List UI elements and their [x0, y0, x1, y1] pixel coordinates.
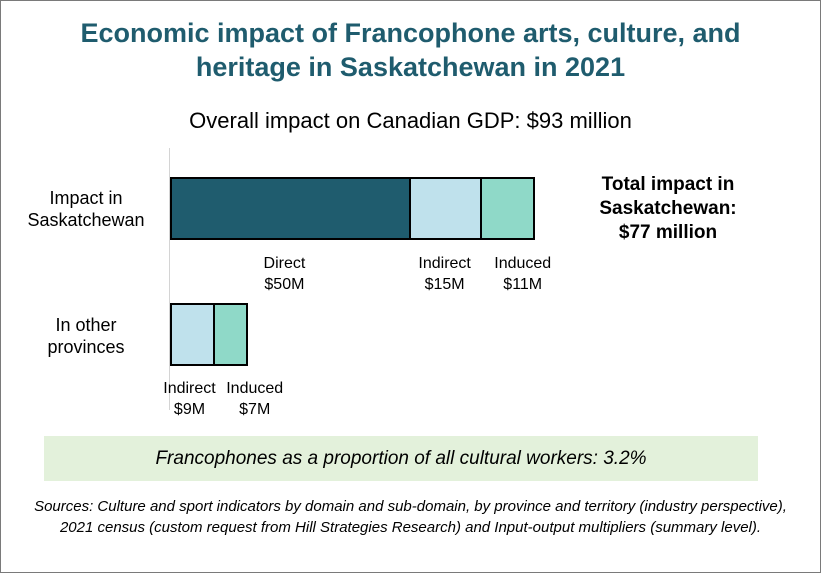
overall-impact-subtitle: Overall impact on Canadian GDP: $93 mill…: [189, 108, 632, 133]
chart-title: Economic impact of Francophone arts, cul…: [0, 16, 821, 84]
data-label-value: $11M: [503, 276, 543, 293]
bar-direct-saskatchewan: [170, 177, 411, 240]
row-label-line: Impact in: [49, 188, 123, 208]
data-label-value: $15M: [424, 276, 465, 293]
title-line-2: heritage in Saskatchewan in 2021: [195, 52, 626, 82]
data-label-value: $50M: [264, 276, 305, 293]
data-label-series: Direct: [263, 255, 306, 272]
row-label-other-provinces: In other provinces: [11, 314, 161, 358]
title-line-1: Economic impact of Francophone arts, cul…: [80, 18, 741, 48]
data-label-series: Indirect: [418, 255, 471, 272]
data-label-series: Indirect: [163, 380, 216, 397]
data-label-induced: Induced $7M: [226, 378, 283, 420]
total-impact-label: Total impact in Saskatchewan: $77 millio…: [578, 173, 758, 245]
data-label-indirect: Indirect $15M: [418, 253, 470, 295]
data-label-induced: Induced $11M: [494, 253, 551, 295]
data-label-value: $7M: [239, 401, 271, 418]
row-label-saskatchewan: Impact in Saskatchewan: [11, 187, 161, 231]
bar-induced-saskatchewan: [480, 177, 535, 240]
sources-text: Sources: Culture and sport indicators by…: [34, 498, 787, 536]
category-axis-line: [169, 148, 170, 410]
data-label-indirect: Indirect $9M: [163, 378, 215, 420]
data-label-series: Induced: [226, 380, 284, 397]
row-label-line: provinces: [47, 337, 125, 357]
data-label-value: $9M: [173, 401, 206, 418]
row-label-line: Saskatchewan: [27, 210, 145, 230]
total-line: Saskatchewan:: [599, 198, 737, 219]
bar-induced-other-provinces: [212, 303, 249, 366]
note-box: Francophones as a proportion of all cult…: [44, 436, 758, 481]
data-label-direct: Direct $50M: [264, 253, 306, 295]
bar-indirect-saskatchewan: [408, 177, 483, 240]
row-label-line: In other: [55, 315, 117, 335]
total-line: $77 million: [618, 222, 718, 243]
data-label-series: Induced: [494, 255, 552, 272]
proportion-note: Francophones as a proportion of all cult…: [155, 447, 647, 469]
total-line: Total impact in: [601, 174, 735, 195]
bar-indirect-other-provinces: [170, 303, 215, 366]
